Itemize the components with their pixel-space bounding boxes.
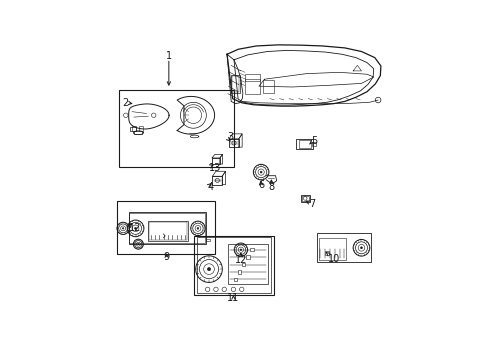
Bar [298,140,310,148]
Bar [318,238,346,260]
Bar [212,158,220,164]
Text: 13: 13 [208,163,220,173]
Text: 11: 11 [227,293,239,303]
Circle shape [134,228,136,229]
Bar [148,221,188,240]
Bar [206,239,209,242]
Bar [312,142,315,146]
Text: 5: 5 [310,136,317,146]
Bar [244,79,260,94]
Bar [148,222,187,240]
Bar [316,233,370,262]
Bar [119,90,233,167]
Bar [233,278,237,281]
Bar [325,251,328,255]
Polygon shape [226,45,380,106]
Circle shape [197,228,199,229]
Bar [132,126,136,131]
Bar [300,195,309,202]
Text: 2: 2 [122,98,128,108]
Bar [117,201,215,254]
Bar [227,244,267,284]
Text: 10: 10 [327,253,340,264]
Bar [231,75,240,93]
Circle shape [207,267,210,271]
Bar [296,139,312,149]
Text: 6: 6 [258,180,264,190]
Text: 4: 4 [207,183,213,192]
Bar [263,80,274,93]
Bar [193,236,274,296]
Bar [130,127,136,131]
Bar [128,212,206,244]
Bar [133,131,142,134]
Text: 1: 1 [165,51,172,61]
Bar [129,213,205,243]
Bar [212,176,222,185]
Text: 7: 7 [308,199,314,209]
Circle shape [122,228,123,229]
Circle shape [240,249,241,251]
Text: 8: 8 [268,183,274,192]
Bar [242,263,245,266]
Bar [301,196,308,201]
Bar [237,270,241,274]
Bar [250,248,253,251]
Bar [229,139,238,147]
Text: 12: 12 [128,222,141,233]
Text: 12: 12 [234,255,246,265]
Circle shape [260,171,262,173]
Text: 3: 3 [226,132,233,143]
Bar [196,237,271,293]
Bar [244,74,260,81]
Bar [139,126,143,131]
Circle shape [138,244,139,245]
Circle shape [360,247,362,249]
Bar [232,76,239,92]
Bar [245,256,249,259]
Text: 9: 9 [163,252,169,262]
